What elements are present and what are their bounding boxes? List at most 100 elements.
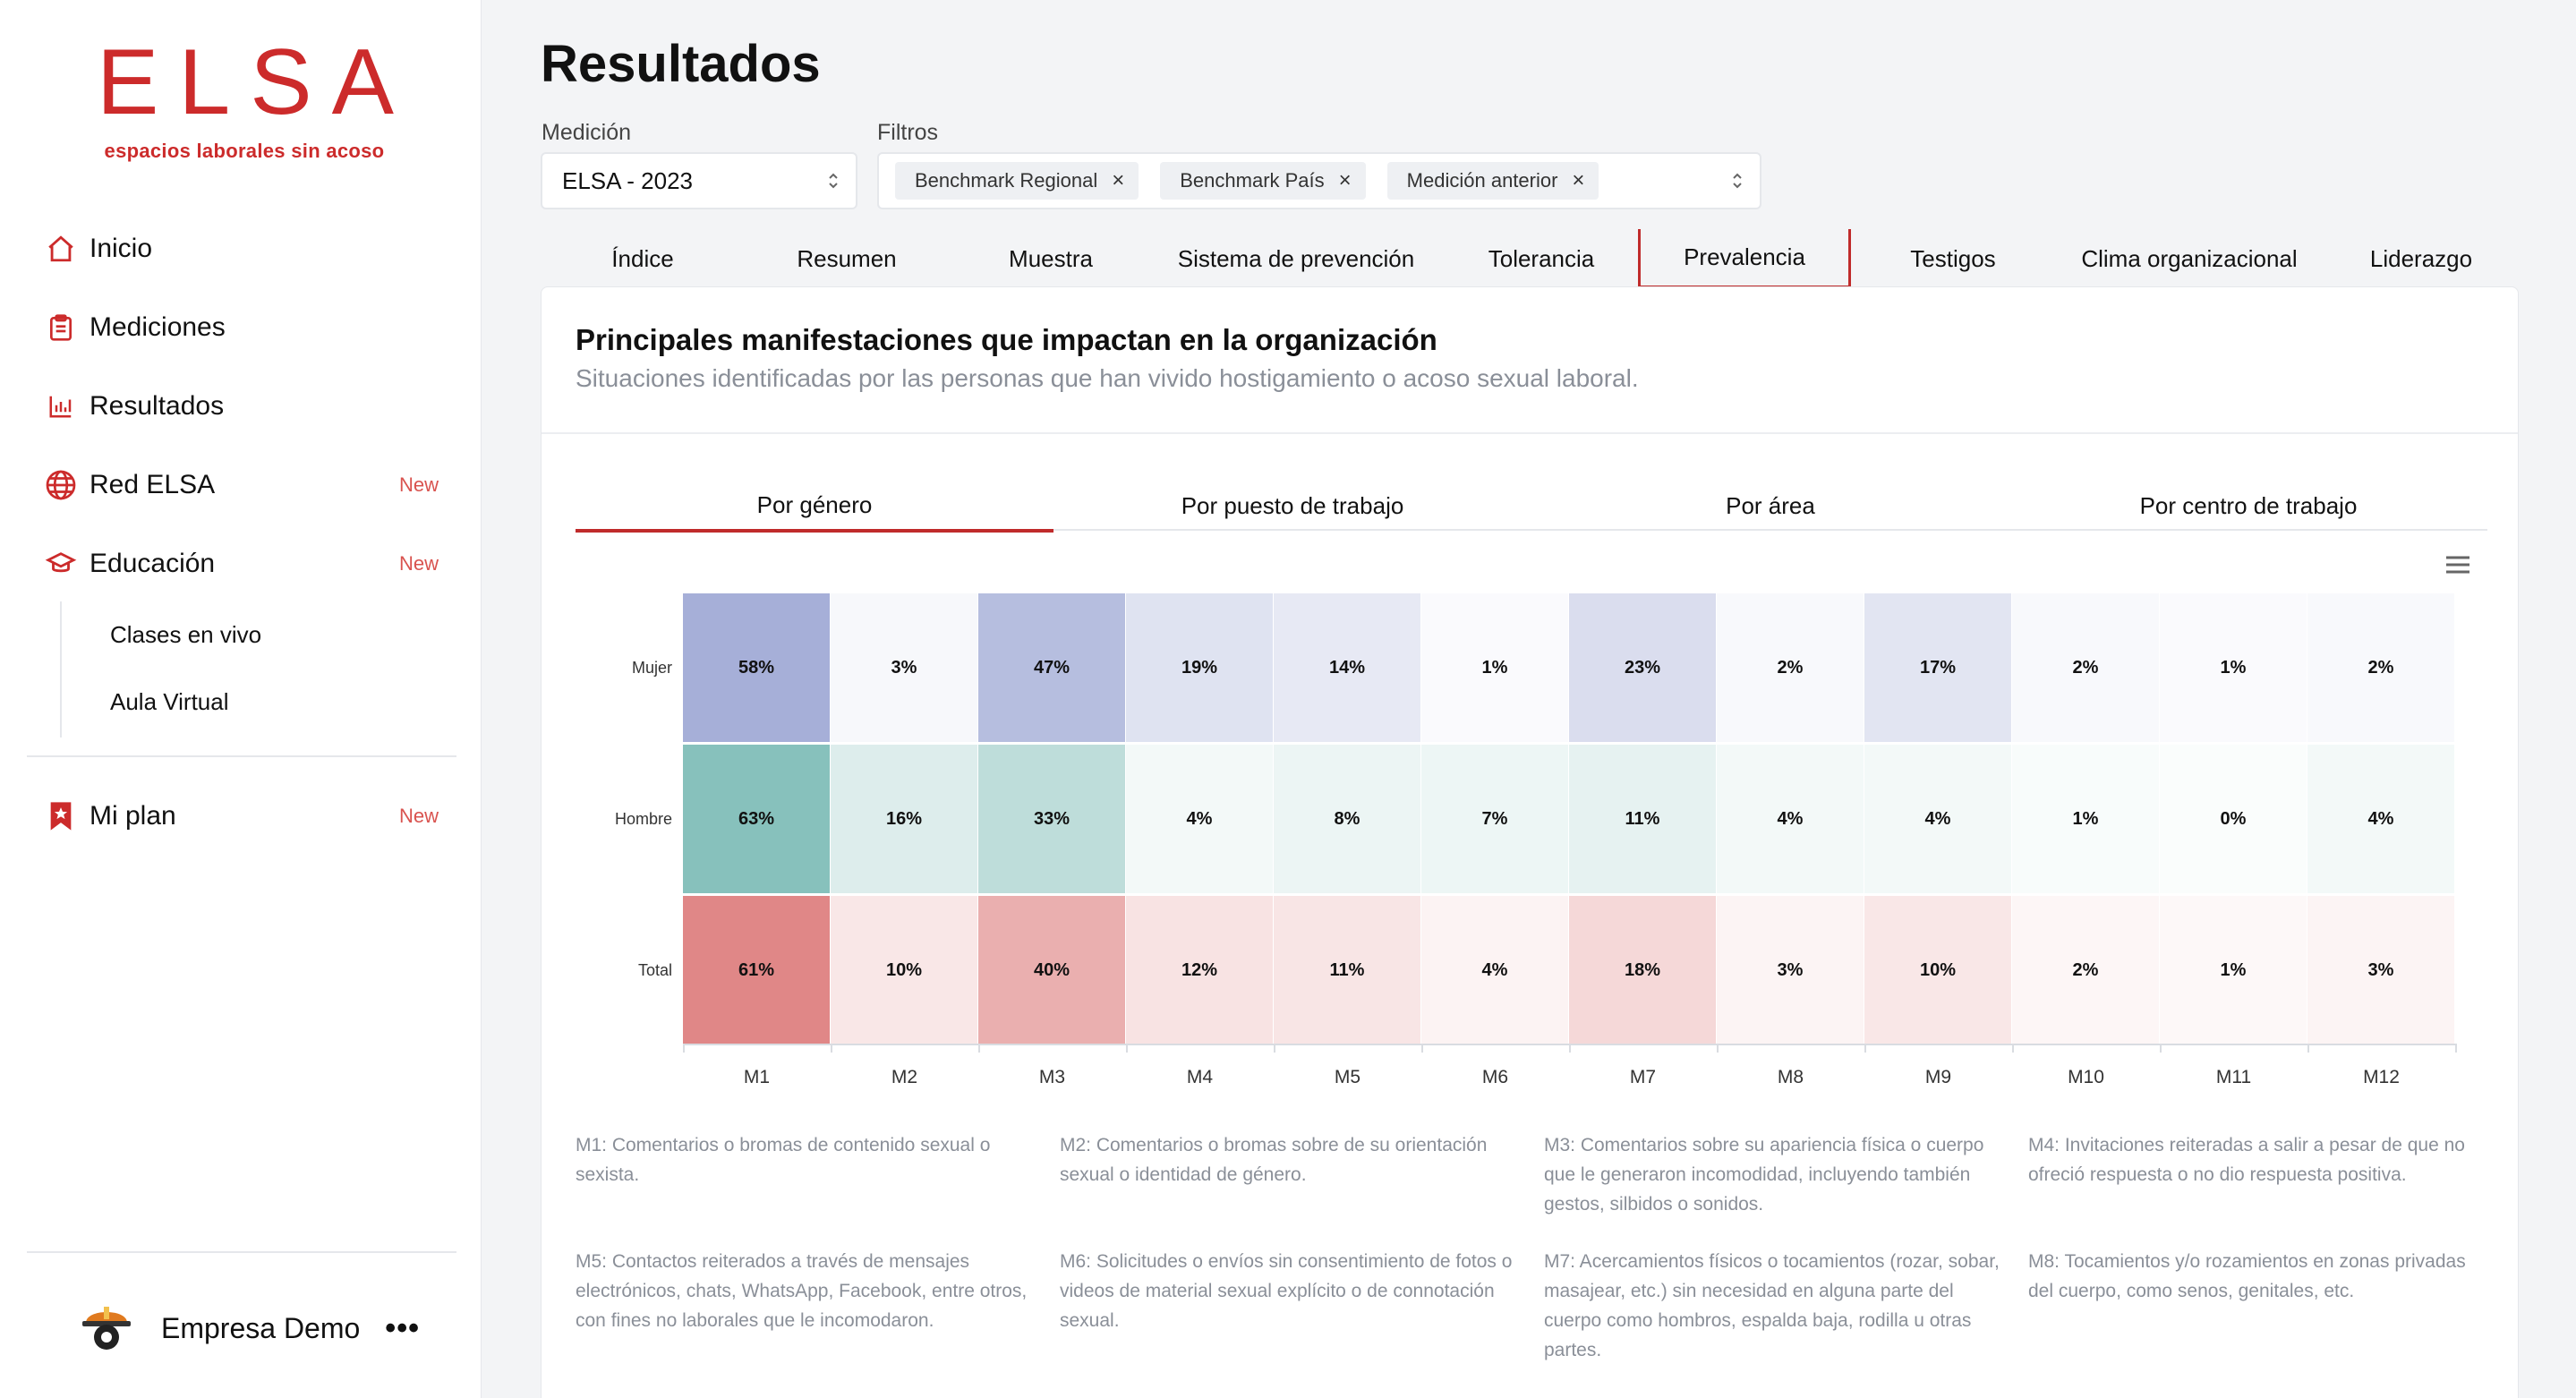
submenu-line: [60, 601, 62, 737]
heatmap-cell[interactable]: 23%: [1569, 593, 1716, 742]
bar-chart-icon: [43, 388, 79, 424]
close-icon[interactable]: ×: [1572, 168, 1585, 192]
bookmark-icon: [43, 798, 79, 834]
tab-liderazgo[interactable]: Liderazgo: [2369, 244, 2473, 272]
x-tick-label: M11: [2215, 1067, 2252, 1087]
tab-sistema-prevencion[interactable]: Sistema de prevención: [1177, 244, 1415, 272]
heatmap-cell[interactable]: 11%: [1569, 745, 1716, 893]
heatmap-cell[interactable]: 8%: [1274, 745, 1420, 893]
hamburger-menu-icon[interactable]: [2444, 554, 2471, 575]
x-tick-label: M6: [1481, 1067, 1509, 1087]
x-tick: [831, 1044, 832, 1053]
x-tick-label: M1: [743, 1067, 771, 1087]
heatmap-cell[interactable]: 14%: [1274, 593, 1420, 742]
new-badge: New: [398, 805, 439, 827]
sidebar-divider: [27, 1251, 456, 1253]
sidebar-item-red-elsa[interactable]: Red ELSA New: [43, 458, 446, 512]
x-tick: [683, 1044, 685, 1053]
heatmap-cell[interactable]: 2%: [2307, 593, 2454, 742]
chip-label: Benchmark Regional: [915, 169, 1098, 192]
heatmap-cell[interactable]: 40%: [978, 896, 1125, 1044]
x-tick-label: M8: [1777, 1067, 1804, 1087]
elsa-logo[interactable]: ELSA espacios laborales sin acoso: [97, 30, 414, 163]
x-tick-label: M2: [891, 1067, 918, 1087]
heatmap-cell[interactable]: 19%: [1126, 593, 1273, 742]
heatmap-cell[interactable]: 18%: [1569, 896, 1716, 1044]
heatmap-cell[interactable]: 4%: [1421, 896, 1568, 1044]
subtab-por-area[interactable]: Por área: [1726, 491, 1815, 519]
sidebar-item-label: Mediciones: [90, 312, 226, 342]
sidebar-subitem-aula[interactable]: Aula Virtual: [110, 688, 229, 715]
x-tick-label: M4: [1186, 1067, 1214, 1087]
legend-note: M6: Solicitudes o envíos sin consentimie…: [1060, 1251, 1513, 1331]
sidebar-item-inicio[interactable]: Inicio: [43, 222, 446, 276]
heatmap-cell[interactable]: 4%: [1717, 745, 1864, 893]
filtros-multiselect[interactable]: Benchmark Regional × Benchmark País × Me…: [877, 152, 1761, 209]
sidebar-item-educacion[interactable]: Educación New: [43, 537, 446, 591]
medicion-select[interactable]: ELSA - 2023: [541, 152, 857, 209]
subtab-por-puesto[interactable]: Por puesto de trabajo: [1181, 491, 1404, 519]
heatmap-cell[interactable]: 1%: [1421, 593, 1568, 742]
heatmap-cell[interactable]: 63%: [683, 745, 830, 893]
heatmap-cell[interactable]: 4%: [1126, 745, 1273, 893]
x-tick-label: M9: [1924, 1067, 1952, 1087]
heatmap-cell[interactable]: 3%: [831, 593, 977, 742]
heatmap-cell[interactable]: 11%: [1274, 896, 1420, 1044]
heatmap-cell[interactable]: 4%: [2307, 745, 2454, 893]
heatmap-cell[interactable]: 58%: [683, 593, 830, 742]
sidebar-subitem-clases[interactable]: Clases en vivo: [110, 621, 262, 648]
tab-testigos[interactable]: Testigos: [1910, 244, 1996, 272]
sidebar-item-resultados[interactable]: Resultados: [43, 379, 446, 433]
more-options-icon[interactable]: •••: [385, 1311, 421, 1345]
legend-note: M7: Acercamientos físicos o tocamientos …: [1544, 1251, 2000, 1360]
clipboard-icon: [43, 310, 79, 345]
tab-clima-organizacional[interactable]: Clima organizacional: [2081, 244, 2298, 272]
heatmap-cell[interactable]: 2%: [2012, 896, 2159, 1044]
sidebar-item-mediciones[interactable]: Mediciones: [43, 301, 446, 354]
heatmap-cell[interactable]: 0%: [2160, 745, 2307, 893]
x-tick-label: M12: [2363, 1067, 2400, 1087]
sidebar-item-mi-plan[interactable]: Mi plan New: [43, 789, 446, 843]
x-tick: [2012, 1044, 2014, 1053]
tab-indice[interactable]: Índice: [611, 244, 674, 272]
heatmap-cell[interactable]: 16%: [831, 745, 977, 893]
heatmap-cell[interactable]: 1%: [2160, 896, 2307, 1044]
heatmap-cell[interactable]: 3%: [1717, 896, 1864, 1044]
company-logo-icon: [79, 1296, 134, 1361]
close-icon[interactable]: ×: [1338, 168, 1352, 192]
heatmap-cell[interactable]: 47%: [978, 593, 1125, 742]
heatmap-cell[interactable]: 10%: [831, 896, 977, 1044]
subtab-por-centro[interactable]: Por centro de trabajo: [2139, 491, 2358, 519]
tab-tolerancia[interactable]: Tolerancia: [1488, 244, 1595, 272]
x-tick: [1421, 1044, 1423, 1053]
tab-muestra[interactable]: Muestra: [1009, 244, 1093, 272]
heatmap-cell[interactable]: 12%: [1126, 896, 1273, 1044]
filter-chip: Benchmark Regional ×: [895, 162, 1139, 200]
legend-note: M5: Contactos reiterados a través de men…: [576, 1251, 1028, 1331]
heatmap-cell[interactable]: 1%: [2160, 593, 2307, 742]
x-tick: [2160, 1044, 2162, 1053]
tab-prevalencia[interactable]: Prevalencia: [1638, 229, 1851, 288]
home-icon: [43, 231, 79, 267]
sidebar-item-label: Mi plan: [90, 801, 176, 831]
heatmap-cell[interactable]: 2%: [2012, 593, 2159, 742]
heatmap-cell[interactable]: 7%: [1421, 745, 1568, 893]
card-title: Principales manifestaciones que impactan…: [576, 323, 1437, 356]
tab-resumen[interactable]: Resumen: [797, 244, 897, 272]
heatmap-cell[interactable]: 61%: [683, 896, 830, 1044]
heatmap-cell[interactable]: 1%: [2012, 745, 2159, 893]
main-tabs: Índice Resumen Muestra Sistema de preven…: [541, 229, 2519, 288]
company-switcher[interactable]: Empresa Demo •••: [79, 1296, 420, 1361]
heatmap-cell[interactable]: 10%: [1864, 896, 2011, 1044]
heatmap-cell[interactable]: 33%: [978, 745, 1125, 893]
close-icon[interactable]: ×: [1112, 168, 1125, 192]
heatmap-cell[interactable]: 4%: [1864, 745, 2011, 893]
subtab-por-genero[interactable]: Por género: [576, 481, 1053, 533]
logo-text: ELSA: [97, 30, 414, 134]
heatmap-cell[interactable]: 17%: [1864, 593, 2011, 742]
x-tick: [2307, 1044, 2309, 1053]
heatmap-cell[interactable]: 2%: [1717, 593, 1864, 742]
heatmap-cell[interactable]: 3%: [2307, 896, 2454, 1044]
graduation-cap-icon: [43, 546, 79, 582]
x-tick-label: M3: [1038, 1067, 1066, 1087]
